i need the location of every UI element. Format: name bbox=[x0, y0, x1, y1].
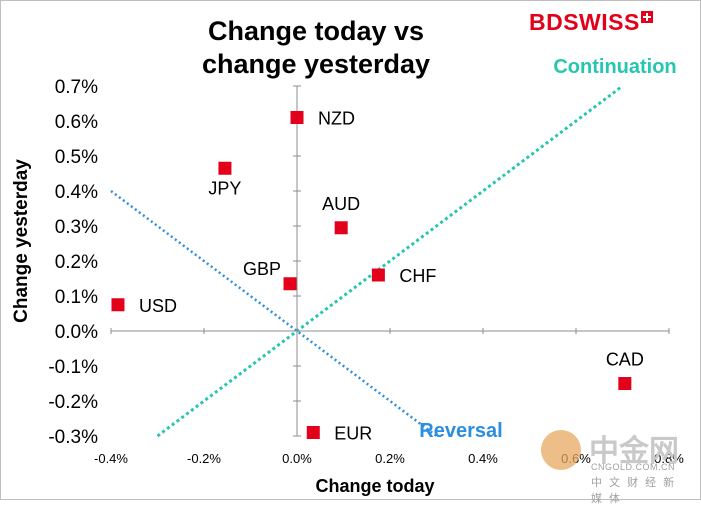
swiss-cross-icon bbox=[640, 11, 653, 23]
x-tick-label: 0.4% bbox=[468, 451, 498, 466]
y-tick-label: 0.1% bbox=[55, 287, 98, 308]
y-tick-label: -0.2% bbox=[48, 392, 98, 413]
y-tick-label: 0.5% bbox=[55, 147, 98, 168]
watermark-domain: CNGOLD.COM.CN bbox=[591, 462, 676, 472]
point-label-eur: EUR bbox=[334, 424, 372, 444]
y-tick-label: 0.4% bbox=[55, 182, 98, 203]
x-tick-label: 0.8% bbox=[654, 451, 684, 466]
y-tick-label: 0.3% bbox=[55, 217, 98, 238]
y-tick-label: -0.1% bbox=[48, 357, 98, 378]
point-label-gbp: GBP bbox=[243, 259, 281, 279]
y-tick-label: 0.0% bbox=[55, 322, 98, 343]
guide-label-reversal: Reversal bbox=[419, 420, 502, 442]
brand-name: BDSWISS bbox=[529, 9, 640, 35]
point-marker-cad bbox=[618, 377, 632, 390]
x-tick-label: 0.0% bbox=[282, 451, 312, 466]
watermark-subtitle: 中 文 财 经 新 媒 体 bbox=[591, 477, 677, 505]
y-tick-label: 0.7% bbox=[55, 77, 98, 98]
x-tick-label: 0.2% bbox=[375, 451, 405, 466]
y-tick-label: 0.2% bbox=[55, 252, 98, 273]
guide-line-continuation bbox=[156, 84, 624, 438]
watermark: 中金网 CNGOLD.COM.CN 中 文 财 经 新 媒 体 bbox=[541, 426, 691, 505]
x-tick-label: -0.4% bbox=[94, 451, 128, 466]
watermark-logo-icon bbox=[541, 430, 581, 470]
point-label-usd: USD bbox=[139, 296, 177, 316]
point-marker-usd bbox=[111, 298, 125, 312]
x-tick-label: -0.2% bbox=[187, 451, 221, 466]
point-marker-aud bbox=[334, 221, 348, 235]
y-axis-title: Change yesterday bbox=[11, 159, 32, 323]
point-label-cad: CAD bbox=[606, 350, 644, 370]
y-tick-label: 0.6% bbox=[55, 112, 98, 133]
brand-logo: BDSWISS bbox=[529, 9, 653, 36]
point-marker-jpy bbox=[218, 161, 232, 175]
chart-title: Change today vs change yesterday bbox=[186, 15, 446, 81]
x-axis-title: Change today bbox=[315, 476, 434, 496]
point-marker-chf bbox=[371, 268, 385, 282]
guide-label-continuation: Continuation bbox=[553, 56, 676, 78]
y-tick-label: -0.3% bbox=[48, 427, 98, 448]
point-marker-gbp bbox=[283, 277, 297, 291]
point-marker-eur bbox=[306, 426, 320, 439]
chart-title-line-2: change yesterday bbox=[201, 49, 431, 79]
point-label-nzd: NZD bbox=[318, 109, 355, 129]
point-label-chf: CHF bbox=[399, 266, 436, 286]
chart-title-line-1: Change today vs bbox=[207, 16, 425, 46]
point-marker-nzd bbox=[290, 111, 304, 124]
point-label-aud: AUD bbox=[322, 194, 360, 214]
point-label-jpy: JPY bbox=[208, 178, 241, 198]
watermark-name: 中金网 bbox=[589, 435, 679, 468]
